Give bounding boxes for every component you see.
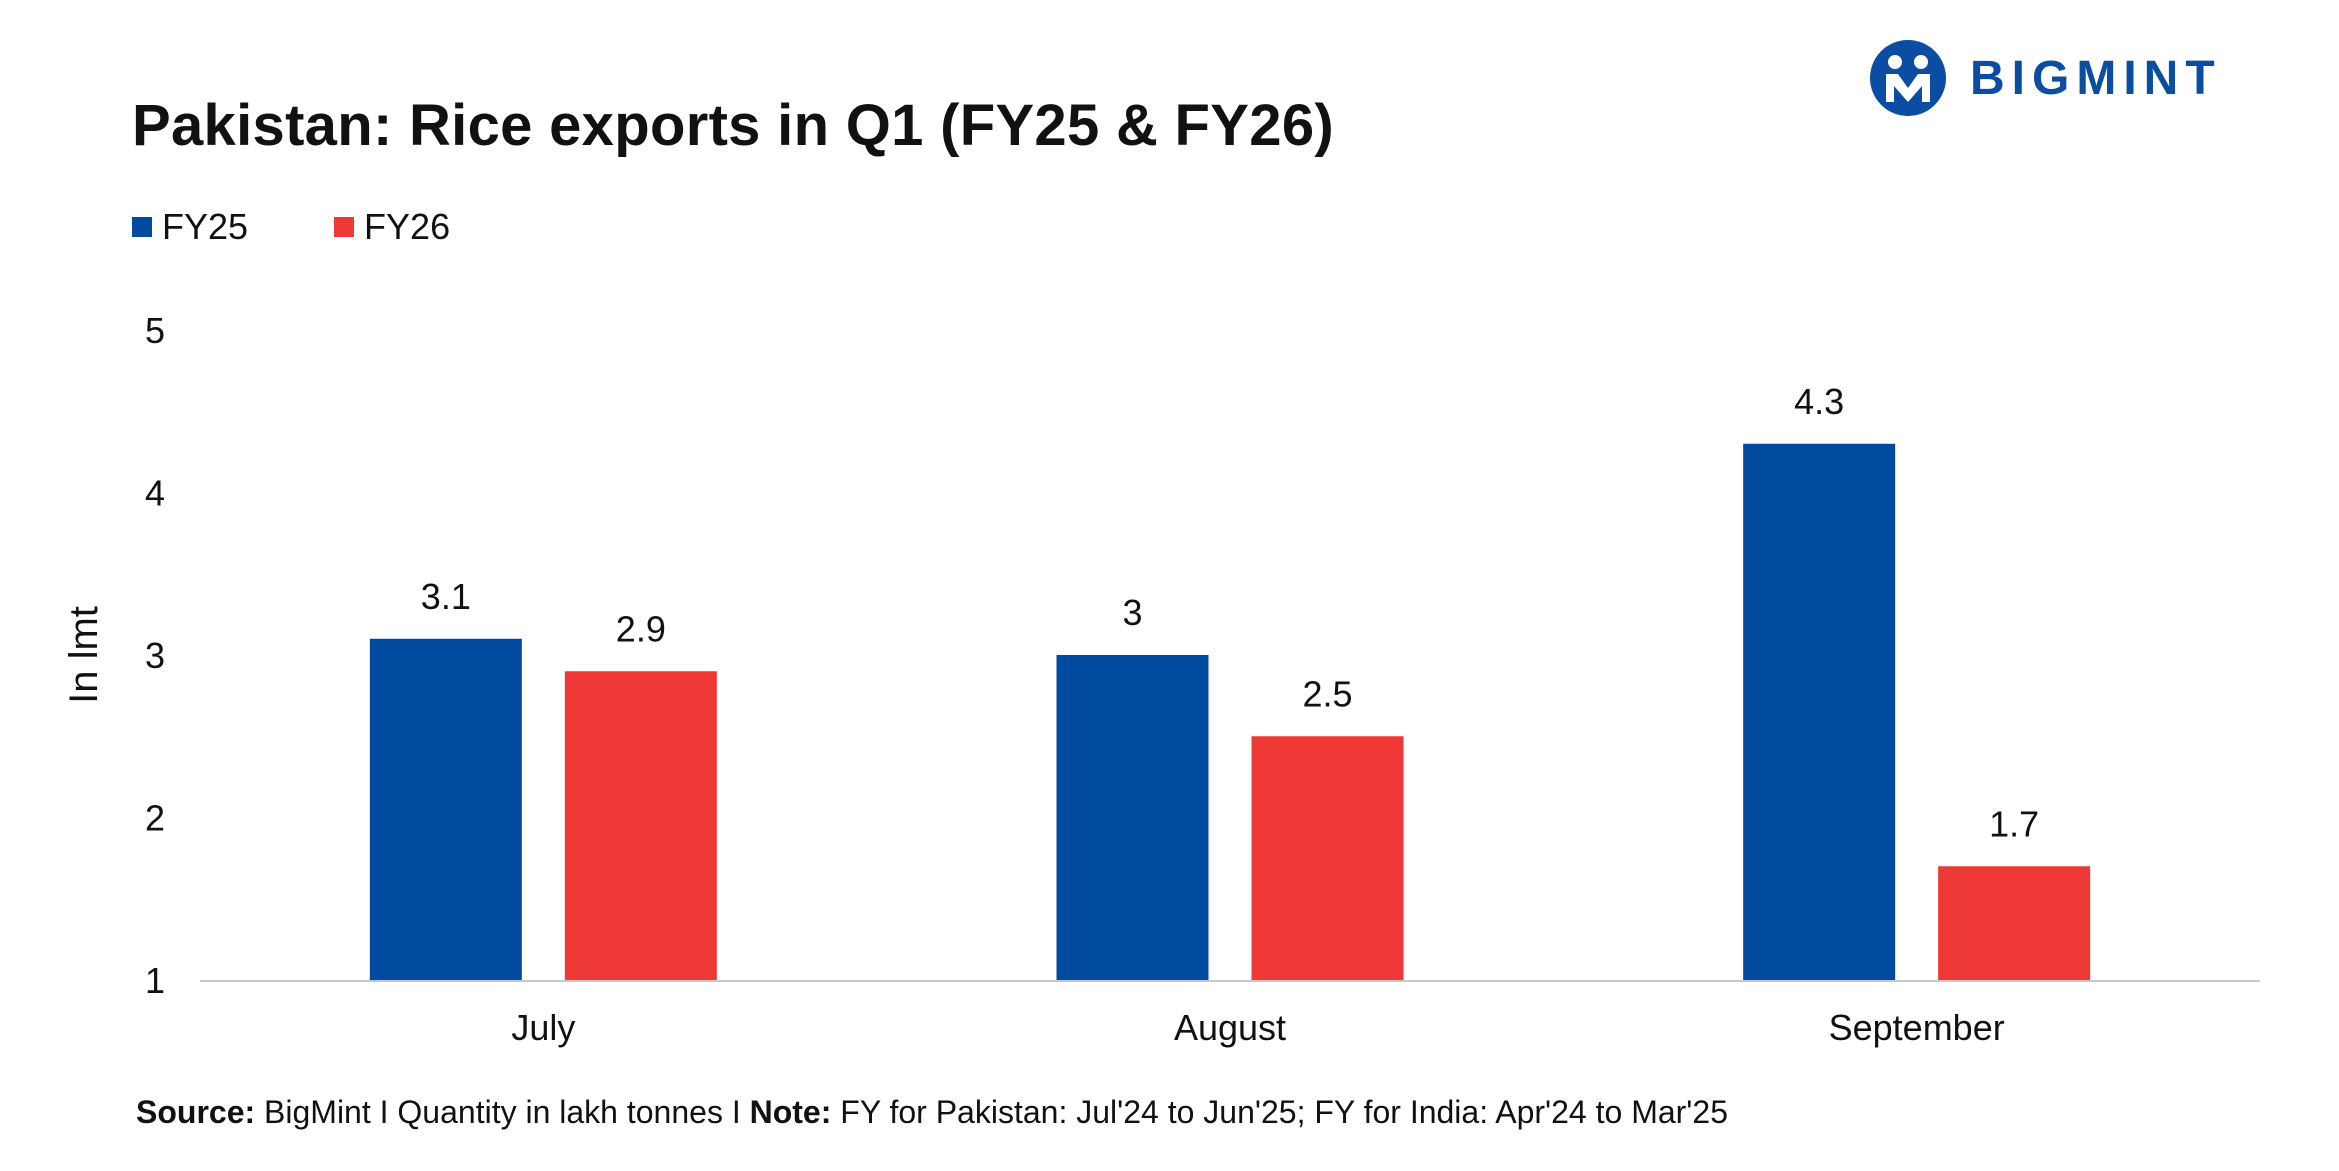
data-label: 3	[1122, 592, 1142, 633]
source-text: BigMint I Quantity in lakh tonnes I	[255, 1094, 750, 1130]
note-text: FY for Pakistan: Jul'24 to Jun'25; FY fo…	[831, 1094, 1728, 1130]
x-tick-label: September	[1829, 1007, 2005, 1048]
y-tick-label: 2	[145, 798, 165, 839]
data-label: 2.5	[1302, 673, 1352, 714]
data-label: 4.3	[1794, 381, 1844, 422]
bigmint-logo-icon	[1870, 40, 1946, 116]
chart-legend: FY25 FY26	[132, 206, 536, 248]
y-tick-label: 4	[145, 473, 165, 514]
data-label: 1.7	[1989, 803, 2039, 844]
y-tick-label: 3	[145, 635, 165, 676]
bar-fy25-august	[1056, 655, 1209, 980]
legend-swatch-fy25	[132, 217, 152, 237]
legend-item-fy26: FY26	[334, 206, 450, 248]
y-tick-label: 1	[145, 960, 165, 1001]
bigmint-logo: BIGMINT	[1868, 38, 2222, 118]
data-label: 3.1	[421, 576, 471, 617]
x-tick-label: August	[1174, 1007, 1286, 1048]
brand-name: BIGMINT	[1970, 51, 2222, 105]
bar-fy26-july	[564, 671, 717, 980]
bar-fy25-july	[369, 638, 522, 980]
legend-swatch-fy26	[334, 217, 355, 237]
data-label: 2.9	[616, 608, 666, 649]
bar-fy25-september	[1743, 443, 1896, 980]
source-label: Source:	[136, 1094, 256, 1130]
legend-label-fy26: FY26	[364, 206, 451, 247]
y-tick-label: 5	[145, 310, 165, 351]
chart-title: Pakistan: Rice exports in Q1 (FY25 & FY2…	[132, 93, 1334, 158]
bar-fy26-august	[1251, 736, 1404, 980]
y-axis-label: In lmt	[62, 606, 106, 704]
chart-footer: Source: BigMint I Quantity in lakh tonne…	[136, 1094, 1728, 1131]
x-tick-label: July	[511, 1007, 575, 1048]
bar-fy26-september	[1938, 866, 2091, 980]
legend-item-fy25: FY25	[132, 206, 248, 248]
note-label: Note:	[749, 1094, 832, 1130]
legend-label-fy25: FY25	[162, 206, 249, 247]
